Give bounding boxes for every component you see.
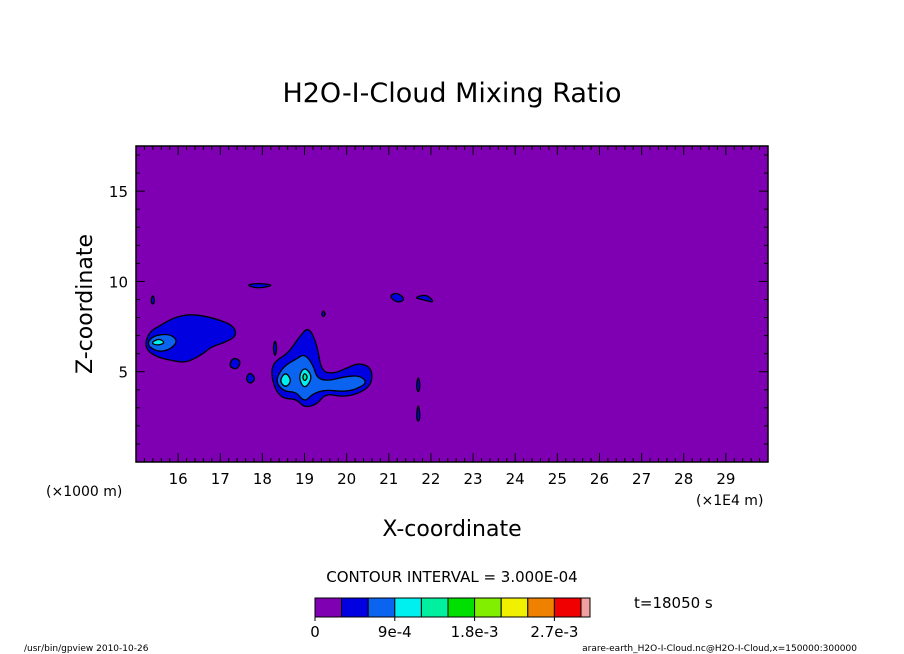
colorbar-label-4: 2.7e-3 [530,623,578,641]
plot-frame [135,145,769,463]
colorbar-segment-11 [580,597,591,618]
x-tick-label-29: 29 [716,470,735,488]
contour-region-16 [150,295,156,305]
colorbar-segment-6 [447,597,476,618]
y-tick-label-15: 15 [109,183,128,201]
x-tick-label-26: 26 [590,470,609,488]
colorbar-segment-2 [341,597,369,618]
contour-region-18 [272,340,278,356]
colorbar-segment-5 [420,597,449,618]
contour-region-14 [416,377,421,393]
x-axis-label: X-coordinate [382,517,521,542]
y-tick-label-10: 10 [109,273,128,291]
colorbar-segment-9 [527,597,555,618]
colorbar-labels: 0 9e-4 1.8e-3 2.7e-3 [310,623,578,641]
y-tick-labels: 5 10 15 [109,183,128,382]
contour-region-3 [151,338,165,346]
axis-ticks [136,146,768,462]
x-tick-label-25: 25 [548,470,567,488]
colorbar [314,597,591,621]
plot-area [135,145,769,463]
contour-region-5 [245,372,256,384]
colorbar-segment-4 [394,597,422,618]
footer-right: arare-earth_H2O-I-Cloud.nc@H2O-I-Cloud,x… [582,644,857,654]
x-tick-label-21: 21 [379,470,398,488]
y-axis-label: Z-coordinate [73,234,98,374]
contour-region-11 [248,283,272,289]
contour-region-4 [229,357,241,370]
time-label: t=18050 s [634,594,713,612]
colorbar-label-3: 1.8e-3 [451,623,499,641]
contour-interval-text: CONTOUR INTERVAL = 3.000E-04 [326,568,577,586]
contour-region-13 [415,294,434,303]
x-tick-label-20: 20 [337,470,356,488]
contour-region-15 [416,405,421,422]
x-tick-label-16: 16 [169,470,188,488]
colorbar-segment-7 [474,597,502,618]
x-tick-label-17: 17 [211,470,230,488]
x-tick-labels: 16 17 18 19 20 21 22 23 24 25 26 27 28 29 [169,470,736,488]
contour-regions [145,283,434,422]
chart-title: H2O-I-Cloud Mixing Ratio [282,78,621,109]
x-tick-label-23: 23 [464,470,483,488]
x-tick-label-24: 24 [506,470,525,488]
colorbar-segment-3 [367,597,396,618]
contour-region-7 [276,354,366,401]
contour-region-12 [390,292,405,303]
x-unit-left: (×1000 m) [46,484,122,500]
y-tick-label-5: 5 [118,364,128,382]
x-tick-label-27: 27 [632,470,651,488]
x-tick-label-18: 18 [253,470,272,488]
colorbar-segment-10 [553,597,582,618]
plot-background [136,146,768,462]
contour-region-8 [280,373,291,387]
contour-region-10 [302,373,308,382]
x-tick-label-28: 28 [674,470,693,488]
contour-region-17 [321,310,326,318]
colorbar-segment-1 [314,597,343,618]
x-unit-right: (×1E4 m) [696,493,763,509]
colorbar-label-2: 9e-4 [378,623,412,641]
colorbar-segment-8 [500,597,529,618]
x-tick-label-22: 22 [421,470,440,488]
colorbar-label-1: 0 [310,623,320,641]
x-tick-label-19: 19 [295,470,314,488]
footer-left: /usr/bin/gpview 2010-10-26 [24,644,149,654]
